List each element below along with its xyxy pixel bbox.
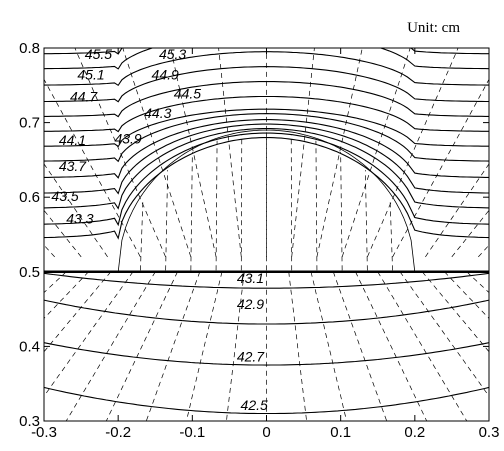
unit-label: Unit: cm	[407, 20, 460, 36]
x-tick-label: -0.1	[179, 424, 205, 441]
contour-line	[44, 342, 489, 366]
contour-line	[44, 113, 489, 163]
flow-line	[364, 170, 368, 271]
contour-line	[44, 81, 489, 118]
contour-label: 44.3	[144, 105, 171, 121]
contour-label: 44.1	[59, 132, 86, 148]
axis-ticks: -0.3 -0.2 -0.1 0 0.1 0.2 0.3 0.3 0.4 0.5 0.6 0.7 0.8	[19, 40, 499, 441]
y-tick-label: 0.5	[19, 264, 40, 281]
flow-line	[291, 48, 315, 257]
flow-line	[340, 152, 343, 271]
flow-line	[377, 271, 468, 421]
flow-line	[44, 271, 112, 353]
flow-line	[367, 48, 459, 258]
contour-label: 43.7	[59, 158, 87, 174]
contour-label: 44.5	[174, 86, 201, 102]
flow-line	[218, 48, 242, 257]
flow-line	[165, 170, 169, 271]
contour-line	[44, 48, 489, 70]
flow-line	[315, 140, 318, 271]
flow-line	[186, 271, 223, 421]
x-tick-label: -0.3	[31, 424, 57, 441]
x-tick-label: 0.3	[479, 424, 500, 441]
y-tick-label: 0.7	[19, 115, 40, 132]
contour-line	[44, 128, 489, 210]
flow-line	[140, 199, 144, 271]
flow-line	[105, 271, 178, 421]
y-tick-label: 0.4	[19, 338, 40, 355]
flow-line	[389, 199, 393, 271]
y-tick-label: 0.6	[19, 189, 40, 206]
contour-label: 45.3	[159, 46, 186, 62]
flow-line	[310, 271, 347, 421]
flow-line	[226, 271, 245, 421]
contour-label: 43.5	[51, 188, 78, 204]
flow-line	[74, 48, 166, 258]
flow-line	[341, 48, 411, 258]
flow-line	[290, 134, 293, 271]
contour-label: 45.5	[85, 46, 112, 62]
flow-line	[44, 271, 134, 397]
flow-line	[0, 48, 28, 257]
flow-lines	[0, 48, 489, 421]
flow-line	[240, 134, 243, 271]
flow-line	[488, 271, 489, 273]
flow-line	[392, 78, 489, 258]
contour-label: 43.1	[237, 270, 264, 286]
x-tick-label: 0	[262, 424, 270, 441]
contour-line	[44, 119, 489, 179]
flow-line	[215, 140, 218, 271]
contour-line	[44, 299, 489, 325]
contour-label: 42.7	[237, 348, 265, 364]
contour-line	[44, 123, 489, 195]
y-tick-label: 0.8	[19, 40, 40, 57]
contour-label: 44.7	[70, 89, 98, 105]
contour-labels: 45.5 45.3 45.1 44.9 44.7 44.544.3 44.1 43.9 43.7…	[51, 46, 268, 413]
flow-line	[65, 271, 156, 421]
contour-line	[44, 132, 489, 227]
flow-line	[478, 244, 489, 258]
contour-label: 42.9	[237, 296, 264, 312]
contour-line	[44, 108, 489, 148]
contour-line	[44, 386, 489, 415]
x-tick-label: -0.2	[105, 424, 131, 441]
contour-label: 44.9	[152, 66, 179, 82]
flow-line	[355, 271, 428, 421]
contour-label: 43.9	[114, 130, 141, 146]
flow-line	[190, 152, 193, 271]
contour-line	[44, 95, 489, 133]
flow-line	[288, 271, 307, 421]
contour-line	[44, 66, 489, 103]
flow-line	[44, 244, 55, 258]
flow-line	[399, 271, 489, 397]
x-tick-label: 0.1	[330, 424, 351, 441]
flow-line	[122, 48, 192, 258]
contour-label: 42.5	[241, 397, 268, 413]
contour-label: 43.3	[66, 210, 93, 226]
droplet-outline	[117, 129, 416, 272]
flow-line	[451, 209, 489, 258]
flow-line	[425, 163, 489, 258]
y-tick-label: 0.3	[19, 413, 40, 430]
contour-label: 45.1	[77, 66, 104, 82]
x-tick-label: 0.2	[404, 424, 425, 441]
contour-line	[44, 272, 489, 289]
contour-line	[44, 136, 489, 240]
